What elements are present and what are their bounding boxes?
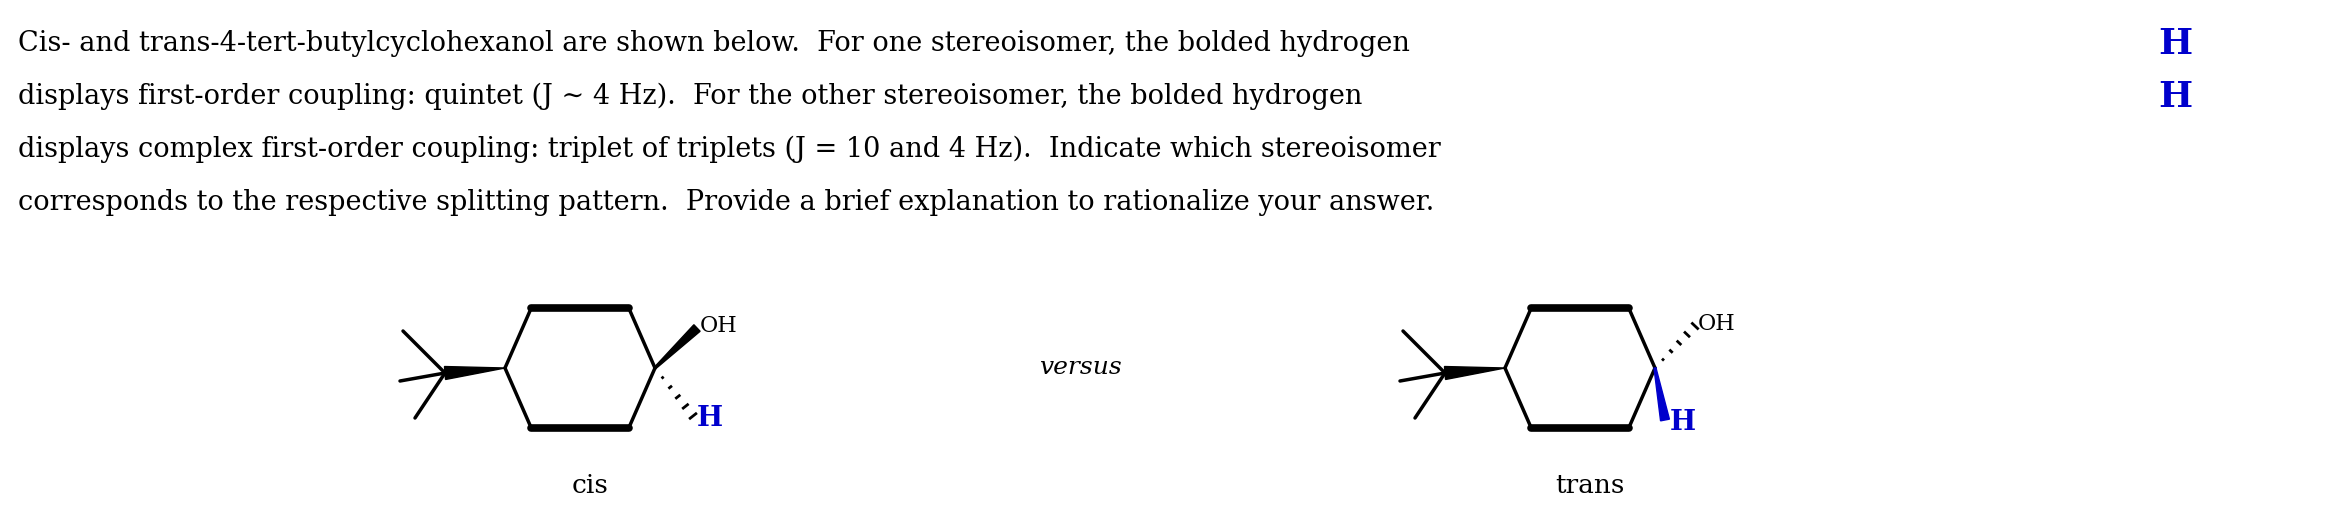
Polygon shape (1445, 367, 1505, 379)
Text: OH: OH (700, 315, 738, 337)
Text: Cis- and trans-4-tert-butylcyclohexanol are shown below.  For one stereoisomer, : Cis- and trans-4-tert-butylcyclohexanol … (19, 30, 1419, 57)
Polygon shape (654, 325, 700, 369)
Text: H: H (698, 404, 724, 431)
Text: OH: OH (1699, 313, 1736, 335)
Text: H: H (2159, 80, 2192, 114)
Polygon shape (443, 367, 504, 379)
Text: versus: versus (1039, 357, 1120, 379)
Text: displays first-order coupling: quintet (J ∼ 4 Hz).  For the other stereoisomer, : displays first-order coupling: quintet (… (19, 83, 1370, 110)
Polygon shape (1655, 368, 1669, 421)
Text: cis: cis (572, 473, 609, 498)
Text: trans: trans (1554, 473, 1624, 498)
Text: H: H (2159, 27, 2192, 61)
Text: corresponds to the respective splitting pattern.  Provide a brief explanation to: corresponds to the respective splitting … (19, 189, 1435, 216)
Text: displays complex first-order coupling: triplet of triplets (J = 10 and 4 Hz).  I: displays complex first-order coupling: t… (19, 136, 1440, 163)
Text: H: H (1671, 409, 1697, 436)
